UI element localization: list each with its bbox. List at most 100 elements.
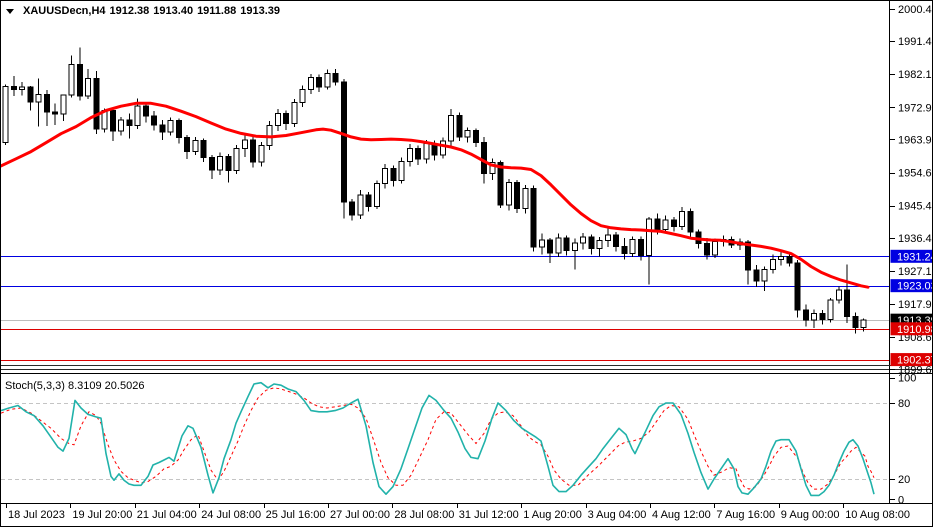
date-axis-label: 21 Jul 04:00 [137,509,197,521]
candle-down [753,269,760,282]
symbol-dropdown-icon[interactable] [6,8,14,14]
candle-down [654,218,661,230]
symbol-timeframe-label: XAUUSDecn,H4 [23,5,106,17]
candle-up [769,258,776,270]
price-line-badge-support [890,353,932,367]
price-axis-label: 1991.40 [898,36,933,48]
candle-down [27,86,34,103]
candle-up [555,237,562,254]
date-axis-label: 25 Jul 16:00 [266,509,326,521]
date-axis-label: 24 Jul 08:00 [201,509,261,521]
candle-down [786,255,793,264]
candle-down [530,187,537,248]
price-line-badge-resistance [890,249,932,263]
candle-down [670,219,677,227]
stoch-signal-line [1,387,875,490]
price-axis-label: 1917.90 [898,299,933,311]
candle-up [423,142,430,160]
date-axis-label: 28 Jul 08:00 [394,509,454,521]
price-axis-label: 1982.15 [898,69,933,81]
candle-down [200,140,207,159]
date-axis-label: 3 Aug 04:00 [588,509,647,521]
stoch-axis-label: 80 [898,398,910,410]
candle-down [250,139,256,163]
candle-down [547,239,553,254]
candle-down [126,119,133,127]
candle-down [703,243,710,256]
candle-up [134,105,141,127]
candle-up [522,187,529,210]
price-axis-label: 2000.40 [898,4,933,16]
candle-down [332,72,339,83]
stoch-axis-label: 0 [898,494,904,506]
candle-up [192,140,199,152]
candle-up [85,77,91,97]
candle-up [68,63,75,96]
candle-down [456,114,463,138]
candle-up [860,319,867,328]
candle-down [588,236,595,250]
candle-down [390,167,397,182]
candle-down [283,112,289,124]
candle-up [60,94,67,115]
candle-up [629,238,636,255]
candle-down [514,182,520,210]
candle-up [580,236,586,244]
candle-down [687,210,694,233]
candle-down [43,93,50,113]
candle-up [241,139,248,149]
candle-down [563,237,570,252]
candle-up [439,140,446,156]
candle-up [596,240,603,250]
candle-up [538,239,545,248]
stoch-main-line [1,381,875,497]
date-axis-label: 19 Jul 20:00 [72,509,132,521]
candle-up [571,242,578,252]
price-axis-label: 1936.40 [898,233,933,245]
candle-down [93,77,100,130]
candle-down [349,201,355,216]
candle-up [398,160,405,182]
candle-down [109,109,116,132]
price-axis-label: 1963.90 [898,134,933,146]
date-axis-label: 10 Aug 08:00 [845,509,910,521]
candle-up [35,93,42,103]
candle-down [497,162,504,206]
candle-up [118,119,124,132]
candle-up [835,289,842,301]
price-axis-label: 1899.65 [898,364,933,376]
price-line-label: 1910.98 [897,324,933,336]
candle-up [712,240,718,256]
candle-up [291,102,298,124]
price-axis-label: 1972.90 [898,102,933,114]
candle-up [604,234,611,242]
candle-down [142,105,149,117]
price-line-label: 1931.24 [897,251,933,263]
price-axis-label: 1954.65 [898,168,933,180]
ma-line [1,101,870,289]
candle-down [175,119,182,139]
candle-up [646,218,652,257]
candle-down [621,245,628,255]
candle-down [340,81,347,203]
candle-up [274,112,281,127]
candle-up [448,114,454,142]
candle-down [316,77,322,88]
candle-down [76,63,83,97]
candle-down [472,130,479,144]
date-axis-label: 9 Aug 00:00 [781,509,840,521]
candle-up [324,72,331,88]
candle-down [10,86,17,91]
candle-up [357,194,364,216]
candle-up [373,182,380,207]
quote-bar: XAUUSDecn,H4 1912.38 1913.40 1911.88 191… [6,5,280,17]
price-line-label: 1902.37 [897,355,933,367]
candle-down [794,262,801,311]
candle-up [489,162,496,174]
candle-up [19,86,25,91]
candle-down [852,316,859,328]
candle-up [217,155,223,171]
candle-down [159,124,166,133]
